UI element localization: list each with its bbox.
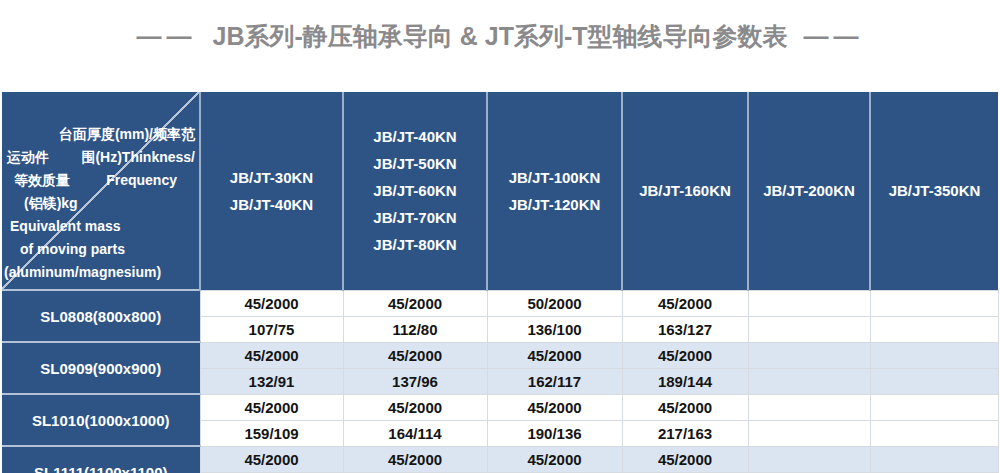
parameters-table: 台面厚度(mm)/频率范运动件围(Hz)Thinkness/等效质量Freque… [2, 92, 999, 473]
thickness-frequency-cell: 45/2000 [343, 342, 487, 368]
title-dash-right: —— [804, 22, 864, 50]
page-canvas: —— JB系列-静压轴承导向 & JT系列-T型轴线导向参数表 —— 台面厚度(mm… [0, 0, 1000, 473]
column-header-line: JB/JT-40KN [201, 191, 342, 218]
mass-frequency-cell: 159/109 [200, 420, 343, 446]
mass-frequency-cell: 112/80 [343, 316, 487, 342]
thickness-frequency-row: SL1010(1000x1000)45/200045/200045/200045… [2, 394, 998, 420]
mass-frequency-cell: 136/100 [487, 316, 622, 342]
column-header-line: JB/JT-350KN [871, 177, 998, 204]
column-header-line: JB/JT-100KN [488, 164, 621, 191]
column-header-line: JB/JT-160KN [623, 177, 747, 204]
column-header-line: JB/JT-60KN [344, 177, 486, 204]
mass-frequency-cell: 137/96 [343, 368, 487, 394]
thickness-frequency-cell [870, 446, 998, 472]
mass-frequency-cell: 162/117 [487, 368, 622, 394]
thickness-frequency-cell: 45/2000 [200, 290, 343, 316]
title-dash-left: —— [137, 22, 197, 50]
thickness-frequency-cell: 45/2000 [200, 446, 343, 472]
thickness-frequency-cell [870, 290, 998, 316]
mass-frequency-cell: 132/91 [200, 368, 343, 394]
thickness-frequency-cell [748, 290, 870, 316]
thickness-frequency-cell: 45/2000 [343, 446, 487, 472]
mass-frequency-cell [870, 420, 998, 446]
column-header-5: JB/JT-200KN [748, 92, 870, 290]
corner-line: (aluminum/magnesium) [2, 261, 199, 284]
mass-frequency-cell [870, 368, 998, 394]
column-header-4: JB/JT-160KN [622, 92, 748, 290]
column-header-line: JB/JT-30KN [201, 164, 342, 191]
row-label: SL1111(1100x1100) [2, 446, 200, 473]
corner-line: Equivalent mass [2, 215, 199, 238]
page-title-text: JB系列-静压轴承导向 & JT系列-T型轴线导向参数表 [213, 22, 788, 50]
corner-line: 运动件围(Hz)Thinkness/ [2, 146, 199, 169]
thickness-frequency-row: SL1111(1100x1100)45/200045/200045/200045… [2, 446, 998, 472]
parameters-table-wrapper: 台面厚度(mm)/频率范运动件围(Hz)Thinkness/等效质量Freque… [2, 92, 998, 473]
row-label: SL1010(1000x1000) [2, 394, 200, 446]
thickness-frequency-cell: 45/2000 [487, 394, 622, 420]
corner-cell-text: 台面厚度(mm)/频率范运动件围(Hz)Thinkness/等效质量Freque… [2, 92, 199, 284]
mass-frequency-cell [870, 316, 998, 342]
corner-line: of moving parts [2, 238, 199, 261]
thickness-frequency-cell: 45/2000 [200, 342, 343, 368]
mass-frequency-cell: 189/144 [622, 368, 748, 394]
mass-frequency-cell: 190/136 [487, 420, 622, 446]
thickness-frequency-cell [748, 342, 870, 368]
corner-header-cell: 台面厚度(mm)/频率范运动件围(Hz)Thinkness/等效质量Freque… [2, 92, 200, 290]
thickness-frequency-cell: 50/2000 [487, 290, 622, 316]
page-title: —— JB系列-静压轴承导向 & JT系列-T型轴线导向参数表 —— [0, 20, 1000, 53]
corner-line: 台面厚度(mm)/频率范 [2, 123, 199, 146]
thickness-frequency-cell: 45/2000 [200, 394, 343, 420]
thickness-frequency-cell [870, 342, 998, 368]
thickness-frequency-cell: 45/2000 [343, 290, 487, 316]
thickness-frequency-cell: 45/2000 [487, 342, 622, 368]
column-header-line: JB/JT-70KN [344, 204, 486, 231]
thickness-frequency-cell [748, 394, 870, 420]
column-header-2: JB/JT-40KNJB/JT-50KNJB/JT-60KNJB/JT-70KN… [343, 92, 487, 290]
thickness-frequency-cell: 45/2000 [622, 342, 748, 368]
row-label: SL0909(900x900) [2, 342, 200, 394]
row-label: SL0808(800x800) [2, 290, 200, 342]
corner-line: (铝镁)kg [2, 192, 199, 215]
mass-frequency-cell [748, 316, 870, 342]
column-header-3: JB/JT-100KNJB/JT-120KN [487, 92, 622, 290]
table-body: SL0808(800x800)45/200045/200050/200045/2… [2, 290, 998, 473]
thickness-frequency-cell [870, 394, 998, 420]
column-header-line: JB/JT-40KN [344, 123, 486, 150]
column-header-line: JB/JT-80KN [344, 231, 486, 258]
thickness-frequency-cell: 45/2000 [622, 394, 748, 420]
mass-frequency-cell: 164/114 [343, 420, 487, 446]
column-header-6: JB/JT-350KN [870, 92, 998, 290]
mass-frequency-cell [748, 420, 870, 446]
column-header-line: JB/JT-50KN [344, 150, 486, 177]
mass-frequency-cell [748, 368, 870, 394]
thickness-frequency-cell: 45/2000 [622, 290, 748, 316]
mass-frequency-cell: 107/75 [200, 316, 343, 342]
thickness-frequency-cell [748, 446, 870, 472]
mass-frequency-cell: 217/163 [622, 420, 748, 446]
mass-frequency-cell: 163/127 [622, 316, 748, 342]
column-header-1: JB/JT-30KNJB/JT-40KN [200, 92, 343, 290]
thickness-frequency-row: SL0808(800x800)45/200045/200050/200045/2… [2, 290, 998, 316]
header-row: 台面厚度(mm)/频率范运动件围(Hz)Thinkness/等效质量Freque… [2, 92, 998, 290]
column-header-line: JB/JT-120KN [488, 191, 621, 218]
column-header-line: JB/JT-200KN [749, 177, 869, 204]
thickness-frequency-cell: 45/2000 [343, 394, 487, 420]
thickness-frequency-cell: 45/2000 [622, 446, 748, 472]
corner-line: 等效质量Frequency [2, 169, 199, 192]
thickness-frequency-row: SL0909(900x900)45/200045/200045/200045/2… [2, 342, 998, 368]
thickness-frequency-cell: 45/2000 [487, 446, 622, 472]
